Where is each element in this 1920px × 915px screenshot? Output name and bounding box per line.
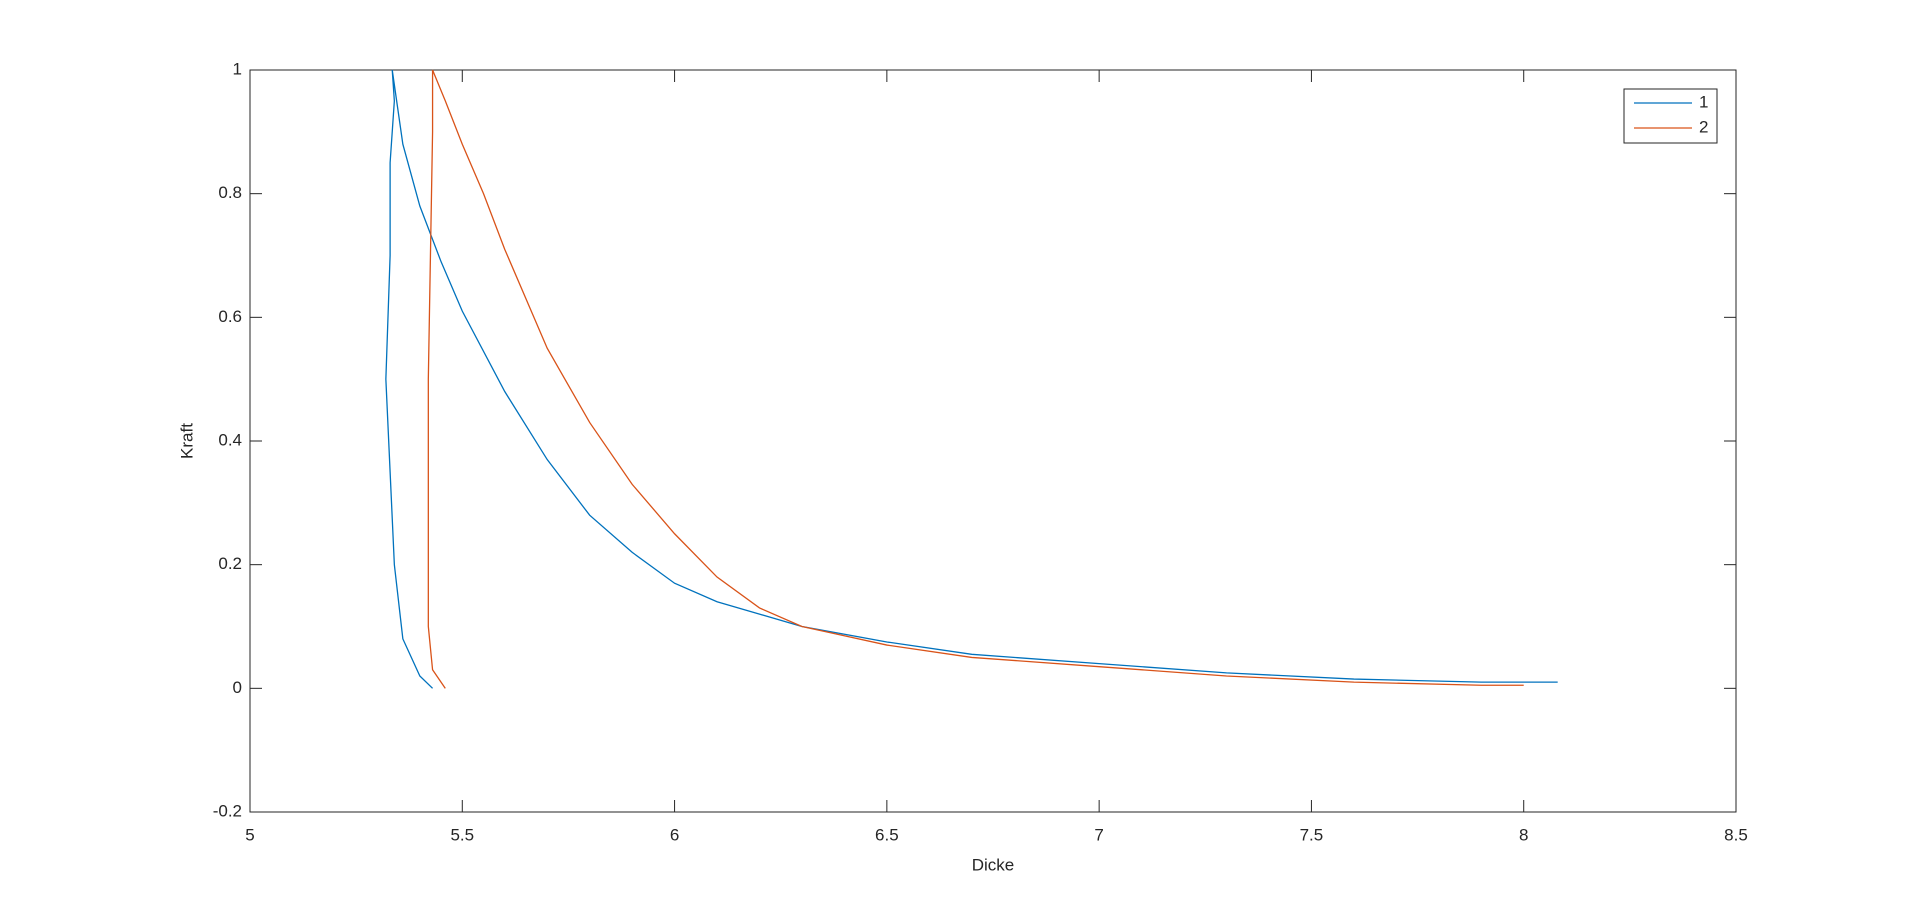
x-tick-label: 7.5: [1300, 825, 1324, 844]
x-tick-label: 8.5: [1724, 825, 1748, 844]
x-tick-label: 6.5: [875, 825, 899, 844]
x-tick-label: 5: [245, 825, 254, 844]
x-axis-label: Dicke: [972, 855, 1015, 874]
y-tick-label: 0: [233, 678, 242, 697]
x-tick-label: 5.5: [450, 825, 474, 844]
x-tick-label: 7: [1094, 825, 1103, 844]
y-tick-label: 0.6: [218, 307, 242, 326]
y-tick-label: -0.2: [213, 801, 242, 820]
x-tick-label: 8: [1519, 825, 1528, 844]
plot-area: [249, 69, 1737, 813]
y-tick-label: 0.2: [218, 554, 242, 573]
legend-box: [1623, 88, 1718, 144]
legend-label: 1: [1699, 92, 1708, 111]
y-axis-label: Kraft: [177, 423, 196, 459]
series-line: [385, 69, 1558, 689]
legend-label: 2: [1699, 117, 1708, 136]
series-line: [427, 69, 1524, 689]
y-tick-label: 0.8: [218, 183, 242, 202]
y-tick-label: 1: [233, 59, 242, 78]
y-tick-label: 0.4: [218, 430, 242, 449]
x-tick-label: 6: [670, 825, 679, 844]
